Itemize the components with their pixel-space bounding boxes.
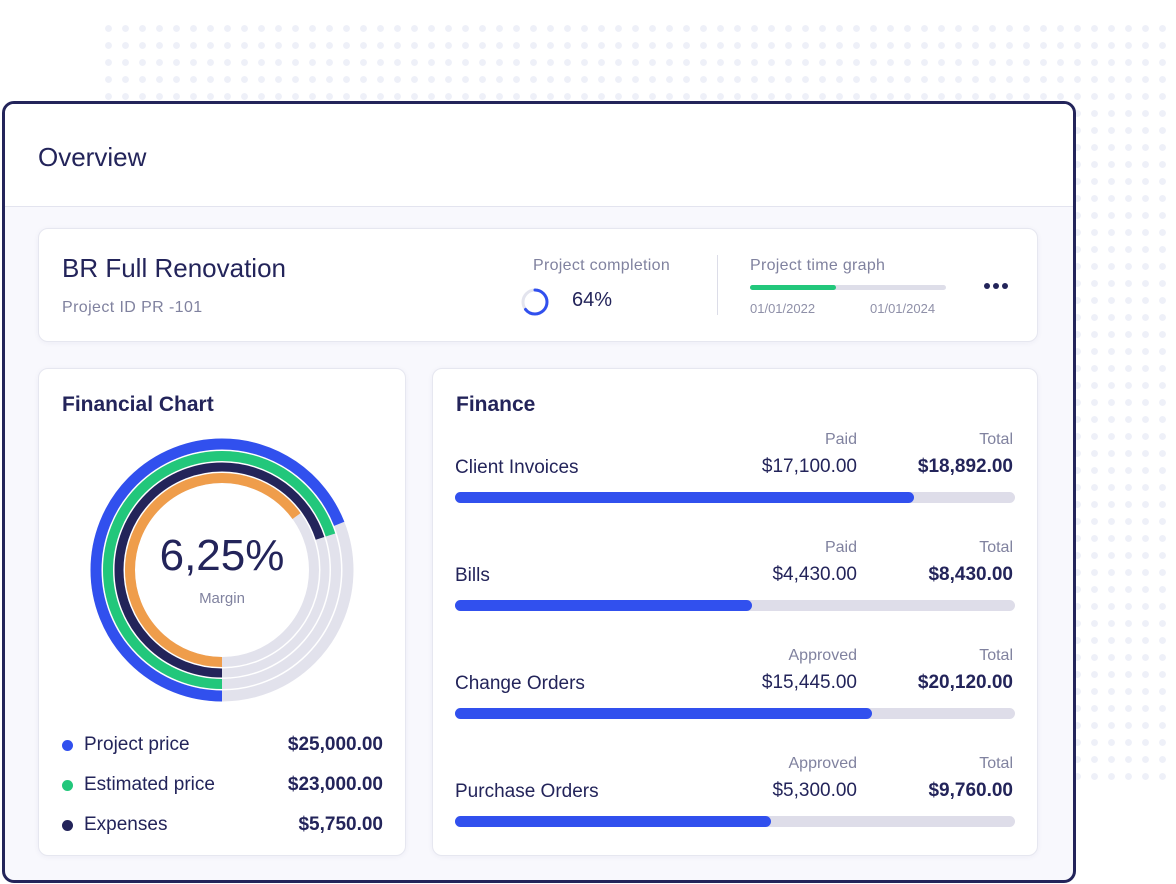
progress-fill xyxy=(455,492,915,503)
legend-value: $25,000.00 xyxy=(287,734,383,755)
legend-item-expenses: Expenses $5,750.00 xyxy=(62,813,383,837)
finance-row-purchase-orders: Purchase Orders Approved $5,300.00 Total… xyxy=(455,755,1015,847)
completion-ring-icon xyxy=(521,288,549,316)
approved-value: $15,445.00 xyxy=(761,672,857,693)
total-label: Total xyxy=(979,431,1013,448)
legend-value: $5,750.00 xyxy=(298,814,383,835)
finance-card: Finance Client Invoices Paid $17,100.00 … xyxy=(432,368,1038,856)
total-value: $18,892.00 xyxy=(917,456,1013,477)
margin-donut-chart: 6,25% Margin xyxy=(87,435,357,705)
finance-row-client-invoices: Client Invoices Paid $17,100.00 Total $1… xyxy=(455,431,1015,523)
total-value: $9,760.00 xyxy=(928,780,1013,801)
page-title: Overview xyxy=(38,142,147,172)
completion-progress-arc xyxy=(521,288,549,316)
legend-dot xyxy=(62,780,73,791)
legend-item-estimated-price: Estimated price $23,000.00 xyxy=(62,773,383,797)
ring-expenses xyxy=(114,462,330,678)
approved-label: Approved xyxy=(788,755,858,772)
paid-label: Paid xyxy=(824,431,857,448)
financial-chart-title: Financial Chart xyxy=(62,393,214,416)
total-label: Total xyxy=(979,539,1013,556)
total-label: Total xyxy=(979,647,1013,664)
timegraph-track xyxy=(750,285,946,290)
project-name: BR Full Renovation xyxy=(62,253,286,283)
paid-value: $17,100.00 xyxy=(761,456,857,477)
progress-track xyxy=(455,492,1015,503)
finance-row-name: Client Invoices xyxy=(455,457,579,478)
legend-item-project-price: Project price $25,000.00 xyxy=(62,733,383,757)
total-value: $20,120.00 xyxy=(917,672,1013,693)
financial-chart-card: Financial Chart 6,25% Margin Project pri… xyxy=(38,368,406,856)
finance-row-name: Change Orders xyxy=(455,673,585,694)
completion-label: Project completion xyxy=(533,257,671,274)
legend-label: Expenses xyxy=(84,814,168,835)
project-id: Project ID PR -101 xyxy=(62,299,203,316)
legend-value: $23,000.00 xyxy=(287,774,383,795)
progress-track xyxy=(455,816,1015,827)
window-header: Overview xyxy=(5,104,1073,207)
margin-label: Margin xyxy=(199,590,245,607)
progress-fill xyxy=(455,708,873,719)
legend-label: Project price xyxy=(84,734,190,755)
finance-row-name: Purchase Orders xyxy=(455,781,599,802)
legend-dot xyxy=(62,740,73,751)
finance-title: Finance xyxy=(456,393,536,416)
finance-row-bills: Bills Paid $4,430.00 Total $8,430.00 xyxy=(455,539,1015,631)
more-options-icon[interactable] xyxy=(981,275,1011,295)
timegraph-label: Project time graph xyxy=(750,257,886,274)
project-summary-card: BR Full Renovation Project ID PR -101 Pr… xyxy=(38,228,1038,342)
timegraph-start-date: 01/01/2022 xyxy=(750,301,816,316)
finance-row-name: Bills xyxy=(455,565,490,586)
timegraph-end-date: 01/01/2024 xyxy=(870,301,936,316)
timegraph-fill xyxy=(750,285,837,290)
paid-label: Paid xyxy=(824,539,857,556)
legend-dot xyxy=(62,820,73,831)
ring-project-price xyxy=(90,438,354,702)
ring-margin xyxy=(125,473,319,667)
progress-fill xyxy=(455,600,752,611)
progress-track xyxy=(455,708,1015,719)
paid-value: $4,430.00 xyxy=(772,564,857,585)
progress-track xyxy=(455,600,1015,611)
donut-rings xyxy=(90,438,354,702)
total-label: Total xyxy=(979,755,1013,772)
progress-fill xyxy=(455,816,772,827)
approved-value: $5,300.00 xyxy=(772,780,857,801)
margin-value: 6,25% xyxy=(159,531,285,580)
completion-value: 64% xyxy=(572,289,613,311)
divider xyxy=(717,255,718,315)
ring-estimated-price xyxy=(103,451,341,689)
approved-label: Approved xyxy=(788,647,858,664)
legend-label: Estimated price xyxy=(84,774,215,795)
total-value: $8,430.00 xyxy=(928,564,1013,585)
finance-row-change-orders: Change Orders Approved $15,445.00 Total … xyxy=(455,647,1015,739)
overview-window: Overview BR Full Renovation Project ID P… xyxy=(2,101,1076,883)
